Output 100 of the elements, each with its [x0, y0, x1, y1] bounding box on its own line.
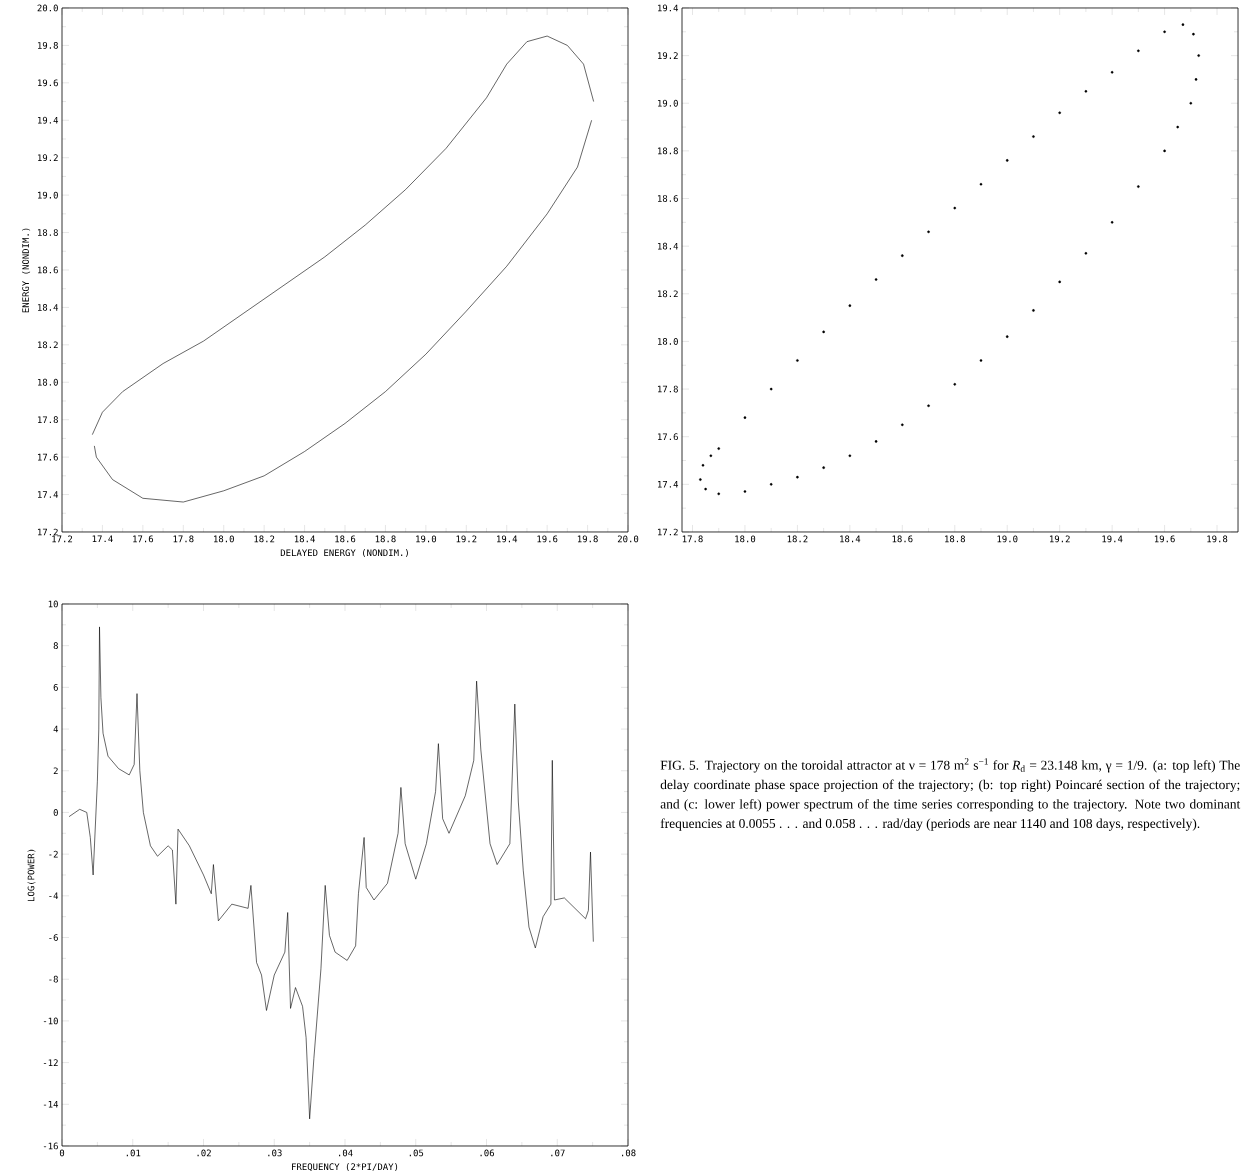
- point: [769, 483, 773, 486]
- line-series: [68, 626, 594, 1120]
- point: [717, 492, 721, 496]
- y-tick-label: 19.4: [37, 116, 59, 124]
- point: [701, 463, 705, 467]
- y-tick-label: 18.0: [657, 338, 678, 345]
- x-tick-label: .02: [197, 1149, 211, 1157]
- x-tick-label: 18.2: [254, 535, 275, 543]
- x-axis-title: DELAYED ENERGY (NONDIM.): [280, 549, 408, 558]
- y-tick-label: 19.6: [37, 79, 58, 87]
- y-tick-label: 20.0: [37, 4, 58, 12]
- y-tick-label: -14: [43, 1101, 59, 1108]
- line-series: [94, 119, 592, 503]
- y-tick-label: 17.6: [657, 433, 678, 441]
- x-tick-label: 0: [59, 1149, 65, 1157]
- point: [699, 478, 702, 481]
- point: [901, 423, 904, 427]
- point: [927, 404, 930, 408]
- point: [1058, 280, 1061, 284]
- text: FIG. 5. Trajectory on the toroidal attractor at ν = 178 m$^{2}$ s$^{−1}$ for R$_{d}$ = 23.148 km, γ = 1/9. (a: top left) The delay coordinate phase space projection of the trajectory; (b: top right) Poincaré section of the trajectory; and (c: lower left) power spectrum of the time series corresponding to the trajectory. Note two dominant frequencies at 0.0055 . . . and 0.058 . . . rad/day (periods are near 1140 and 108 days, respectively).: [660, 758, 1241, 831]
- x-tick-label: .04: [339, 1149, 353, 1157]
- y-tick-label: 19.2: [37, 154, 58, 162]
- y-tick-label: 17.2: [37, 528, 58, 536]
- x-tick-label: 18.0: [735, 535, 756, 543]
- x-tick-label: 19.2: [456, 535, 477, 543]
- point: [1189, 101, 1193, 105]
- x-tick-label: .01: [126, 1149, 141, 1157]
- point: [717, 447, 721, 450]
- y-tick-label: -16: [43, 1142, 58, 1150]
- x-tick-label: .03: [268, 1149, 282, 1157]
- point: [901, 254, 904, 257]
- point: [796, 475, 799, 479]
- x-tick-label: 19.0: [416, 535, 437, 543]
- y-tick-label: -2: [49, 850, 58, 858]
- point: [1084, 252, 1088, 255]
- point: [1058, 111, 1061, 115]
- y-tick-label: 18.2: [657, 290, 678, 298]
- y-tick-label: 19.0: [37, 191, 58, 199]
- y-tick-label: 18.4: [657, 242, 679, 250]
- point: [1137, 185, 1140, 188]
- y-tick-label: 19.4: [657, 4, 679, 12]
- y-axis-title: LOG(POWER): [27, 849, 36, 902]
- point: [1197, 54, 1200, 57]
- y-tick-label: 17.2: [657, 528, 678, 536]
- y-tick-label: 18.0: [37, 378, 58, 386]
- y-tick-label: 17.8: [657, 385, 678, 393]
- point: [704, 487, 707, 491]
- point: [1137, 49, 1140, 53]
- x-tick-label: 17.4: [92, 535, 113, 543]
- y-tick-label: 4: [53, 725, 59, 733]
- x-tick-label: 18.6: [892, 535, 913, 543]
- point: [953, 206, 957, 210]
- point: [1194, 78, 1198, 81]
- point: [1005, 335, 1009, 338]
- point: [979, 359, 983, 362]
- point: [769, 387, 773, 391]
- x-tick-label: .06: [480, 1149, 495, 1157]
- point: [1163, 149, 1166, 153]
- point: [1176, 125, 1179, 129]
- y-axis-title: ENERGY (NONDIM.): [22, 228, 31, 313]
- point: [979, 182, 983, 186]
- point: [1181, 23, 1185, 26]
- y-tick-label: 8: [53, 642, 58, 650]
- x-tick-label: 19.6: [1154, 535, 1175, 543]
- y-tick-label: 18.6: [37, 266, 58, 274]
- y-tick-label: 18.2: [37, 341, 58, 349]
- point: [822, 466, 825, 469]
- x-tick-label: 18.8: [375, 535, 396, 543]
- point: [953, 383, 957, 386]
- y-tick-label: 10: [48, 600, 58, 608]
- point: [1005, 159, 1009, 162]
- point: [1192, 32, 1195, 36]
- point: [743, 490, 747, 493]
- y-tick-label: -4: [49, 892, 59, 900]
- point: [822, 330, 825, 334]
- y-tick-label: 18.6: [657, 195, 678, 202]
- point: [1032, 135, 1035, 138]
- x-tick-label: 19.4: [497, 535, 518, 543]
- x-tick-label: 19.4: [1102, 535, 1123, 543]
- y-tick-label: 19.8: [37, 42, 58, 49]
- x-tick-label: .07: [551, 1149, 565, 1157]
- x-tick-label: 17.6: [133, 535, 154, 543]
- x-tick-label: 18.6: [335, 535, 356, 543]
- y-tick-label: 18.4: [37, 304, 59, 311]
- x-tick-label: 19.8: [577, 535, 598, 543]
- x-tick-label: 18.4: [294, 535, 315, 543]
- point: [1110, 221, 1114, 224]
- y-tick-label: 19.0: [657, 99, 678, 107]
- x-tick-label: .08: [622, 1149, 636, 1157]
- y-tick-label: 17.6: [37, 453, 58, 461]
- x-tick-label: 19.2: [1049, 535, 1070, 543]
- y-tick-label: 18.8: [657, 147, 678, 155]
- x-tick-label: 17.8: [173, 535, 194, 543]
- point: [874, 440, 878, 443]
- x-tick-label: .05: [409, 1149, 424, 1157]
- point: [1084, 90, 1088, 93]
- x-axis-title: FREQUENCY (2*PI/DAY): [292, 1163, 398, 1171]
- point: [743, 416, 747, 419]
- y-tick-label: -8: [49, 975, 58, 983]
- x-tick-label: 19.0: [997, 535, 1018, 543]
